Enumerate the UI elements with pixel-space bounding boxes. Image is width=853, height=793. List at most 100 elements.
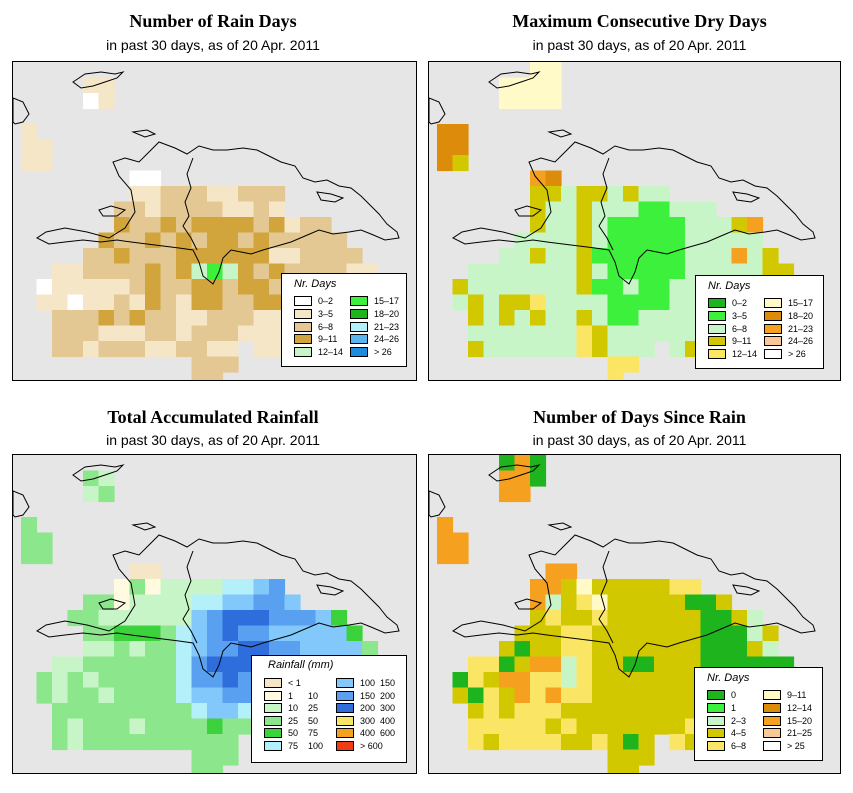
grid-cell bbox=[129, 217, 146, 234]
grid-cell bbox=[452, 124, 469, 141]
legend-entry: 9–11 bbox=[763, 690, 806, 701]
grid-cell bbox=[191, 248, 208, 265]
grid-cell bbox=[638, 594, 655, 611]
grid-cell bbox=[145, 687, 162, 704]
grid-cell bbox=[623, 625, 640, 642]
grid-cell bbox=[514, 77, 531, 94]
grid-cell bbox=[191, 356, 208, 373]
legend-entry: 12–14 bbox=[763, 702, 812, 714]
grid-cell bbox=[114, 263, 131, 280]
legend-swatch bbox=[350, 296, 368, 306]
grid-cell bbox=[700, 610, 717, 627]
grid-cell bbox=[222, 749, 239, 766]
grid-cell bbox=[207, 765, 224, 773]
panel-subtitle: in past 30 days, as of 20 Apr. 2011 bbox=[106, 432, 320, 448]
grid-cell bbox=[530, 470, 547, 487]
grid-cell bbox=[129, 734, 146, 751]
grid-cell bbox=[483, 672, 500, 689]
grid-cell bbox=[530, 641, 547, 658]
grid-cell bbox=[238, 579, 255, 596]
grid-cell bbox=[114, 610, 131, 627]
panel-total-rainfall: Total Accumulated Rainfall in past 30 da… bbox=[0, 398, 426, 793]
grid-cell bbox=[700, 625, 717, 642]
legend-label: 0–2 bbox=[732, 298, 748, 308]
grid-cell bbox=[160, 641, 177, 658]
grid-cell bbox=[592, 232, 609, 249]
grid-cell bbox=[52, 687, 69, 704]
grid-cell bbox=[514, 263, 531, 280]
grid-cell bbox=[561, 687, 578, 704]
grid-cell bbox=[284, 610, 301, 627]
legend-swatch bbox=[763, 741, 781, 752]
grid-cell bbox=[607, 718, 624, 735]
grid-cell bbox=[114, 718, 131, 735]
legend-label: 12–14 bbox=[732, 349, 758, 360]
grid-cell bbox=[623, 703, 640, 720]
grid-cell bbox=[530, 718, 547, 735]
grid-cell bbox=[114, 294, 131, 311]
grid-cell bbox=[514, 687, 531, 704]
legend-label-upper: 100 bbox=[308, 740, 324, 751]
grid-cell bbox=[576, 263, 593, 280]
legend-label: 18–20 bbox=[374, 308, 400, 319]
grid-cell bbox=[222, 656, 239, 673]
grid-cell bbox=[623, 232, 640, 249]
legend-label-upper: 600 bbox=[380, 728, 396, 738]
grid-cell bbox=[176, 310, 193, 327]
legend-label: 4–5 bbox=[731, 728, 747, 739]
grid-cell bbox=[176, 625, 193, 642]
grid-cell bbox=[576, 201, 593, 218]
grid-cell bbox=[592, 672, 609, 689]
grid-cell bbox=[561, 579, 578, 596]
grid-cell bbox=[654, 703, 671, 720]
legend-label-upper: 300 bbox=[380, 703, 396, 713]
grid-cell bbox=[253, 201, 270, 218]
grid-cell bbox=[176, 294, 193, 311]
grid-cell bbox=[638, 294, 655, 311]
grid-cell bbox=[114, 217, 131, 234]
grid-cell bbox=[654, 217, 671, 234]
grid-cell bbox=[576, 672, 593, 689]
grid-cell bbox=[483, 656, 500, 673]
grid-cell bbox=[545, 579, 562, 596]
grid-cell bbox=[238, 232, 255, 249]
grid-cell bbox=[222, 186, 239, 203]
grid-cell bbox=[545, 62, 562, 79]
grid-cell bbox=[300, 610, 317, 627]
grid-cell bbox=[592, 341, 609, 358]
grid-cell bbox=[160, 341, 177, 358]
grid-cell bbox=[499, 325, 516, 342]
grid-cell bbox=[638, 186, 655, 203]
grid-cell bbox=[716, 248, 733, 265]
legend-entry: < 1 bbox=[264, 678, 308, 689]
legend-entry: 9–11 bbox=[294, 334, 337, 345]
grid-cell bbox=[499, 641, 516, 658]
grid-cell bbox=[623, 579, 640, 596]
grid-cell bbox=[83, 687, 100, 704]
legend-swatch bbox=[336, 740, 354, 751]
grid-cell bbox=[700, 248, 717, 265]
grid-cell bbox=[576, 656, 593, 673]
grid-cell bbox=[731, 641, 748, 658]
grid-cell bbox=[607, 734, 624, 751]
grid-cell bbox=[499, 486, 516, 503]
grid-cell bbox=[98, 325, 115, 342]
grid-cell bbox=[514, 656, 531, 673]
grid-cell bbox=[545, 610, 562, 627]
legend-entry: 1 10 bbox=[264, 690, 318, 702]
legend-swatch bbox=[763, 715, 781, 726]
legend-swatch bbox=[350, 308, 368, 319]
legend-swatch bbox=[764, 323, 782, 334]
grid-cell bbox=[67, 687, 84, 704]
grid-cell bbox=[700, 232, 717, 249]
grid-cell bbox=[36, 155, 53, 172]
grid-cell bbox=[762, 641, 779, 658]
grid-cell bbox=[638, 217, 655, 234]
grid-cell bbox=[483, 263, 500, 280]
grid-cell bbox=[499, 77, 516, 94]
legend-label: 15–17 bbox=[374, 296, 400, 306]
coastline bbox=[13, 97, 30, 125]
grid-cell bbox=[592, 579, 609, 596]
grid-cell bbox=[98, 594, 115, 611]
grid-cell bbox=[607, 765, 624, 773]
